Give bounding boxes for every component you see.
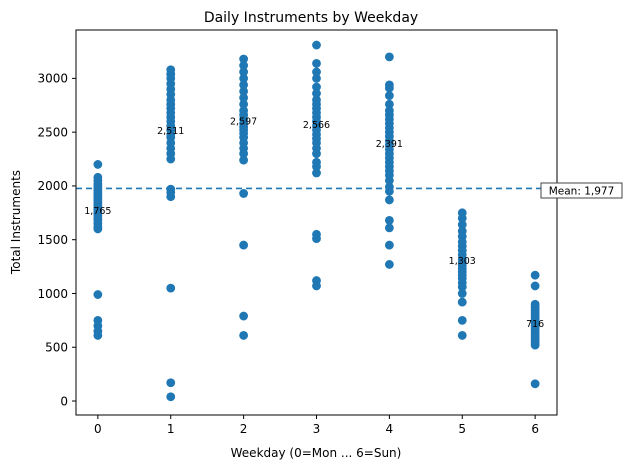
data-point — [239, 189, 249, 198]
data-label: 2,391 — [376, 139, 403, 150]
data-label: 2,511 — [157, 126, 184, 137]
data-point — [384, 91, 394, 100]
data-point — [93, 224, 103, 234]
data-label: 716 — [526, 319, 544, 330]
y-tick-label: 500 — [45, 341, 68, 355]
data-point — [384, 195, 394, 205]
data-point — [239, 86, 249, 96]
y-tick-label: 2000 — [37, 179, 68, 193]
y-tick-label: 1500 — [37, 233, 68, 247]
data-point — [457, 213, 467, 223]
mean-annotation: Mean: 1,977 — [540, 182, 623, 199]
chart-title: Daily Instruments by Weekday — [204, 10, 418, 26]
data-point — [166, 378, 176, 388]
data-point — [530, 379, 540, 389]
x-tick-label: 6 — [531, 422, 539, 436]
data-point — [457, 282, 467, 292]
y-tick-label: 0 — [60, 394, 68, 408]
data-point — [312, 149, 321, 159]
data-labels-layer: 1,765 2,511 2,597 2,566 2,391 1,303 716 — [84, 117, 544, 330]
data-point — [93, 160, 103, 169]
data-point — [457, 297, 467, 307]
data-point — [384, 52, 394, 62]
data-point — [384, 83, 394, 93]
data-point — [166, 283, 176, 293]
data-point — [312, 162, 321, 171]
data-point — [239, 93, 249, 103]
data-point — [239, 80, 249, 90]
x-tick-label: 5 — [458, 422, 466, 436]
data-point — [312, 73, 321, 83]
data-point — [312, 168, 321, 178]
data-point — [312, 234, 321, 244]
data-point — [384, 99, 394, 109]
data-point — [312, 89, 321, 98]
data-point — [239, 67, 249, 77]
data-point — [530, 270, 540, 280]
data-label: 1,303 — [449, 256, 476, 267]
y-tick-label: 3000 — [37, 72, 68, 86]
data-point — [384, 240, 394, 250]
data-point — [312, 82, 321, 92]
data-point — [457, 315, 467, 325]
data-point — [384, 260, 394, 269]
data-point — [312, 40, 321, 50]
data-point — [312, 58, 321, 68]
data-point — [166, 392, 176, 402]
data-point — [239, 73, 249, 83]
data-point — [239, 331, 249, 340]
data-point — [239, 149, 249, 159]
ticks-layer: 0 1 2 3 4 5 6 0 500 1000 1500 2000 2500 3000 — [37, 72, 539, 436]
data-label: 2,597 — [230, 117, 257, 128]
data-point — [384, 176, 394, 185]
data-point — [530, 340, 540, 350]
data-point — [239, 311, 249, 321]
y-tick-label: 1000 — [37, 287, 68, 301]
data-point — [239, 155, 249, 165]
data-point — [166, 192, 176, 202]
data-point — [239, 99, 249, 109]
data-point — [457, 220, 467, 230]
x-tick-label: 4 — [386, 422, 394, 436]
data-point — [93, 331, 103, 340]
data-point — [530, 281, 540, 291]
data-point — [384, 223, 394, 233]
data-label: 1,765 — [84, 206, 111, 217]
data-point — [457, 289, 467, 298]
data-point — [312, 67, 321, 77]
mean-label-box — [540, 182, 623, 199]
data-point — [239, 240, 249, 250]
x-tick-label: 0 — [94, 422, 102, 436]
data-label: 2,566 — [303, 120, 330, 131]
x-axis-label: Weekday (0=Mon ... 6=Sun) — [231, 446, 402, 460]
data-point — [239, 61, 249, 70]
data-point — [457, 331, 467, 340]
data-point — [384, 215, 394, 225]
points-layer — [93, 40, 540, 402]
data-point — [166, 154, 176, 164]
x-tick-label: 2 — [240, 422, 248, 436]
x-tick-label: 3 — [313, 422, 321, 436]
y-axis-label: Total Instruments — [9, 170, 23, 275]
data-point — [239, 54, 249, 64]
x-tick-label: 1 — [167, 422, 175, 436]
data-point — [93, 290, 103, 299]
data-point — [312, 281, 321, 291]
y-tick-label: 2500 — [37, 125, 68, 139]
mean-label: Mean: 1,977 — [549, 186, 615, 198]
